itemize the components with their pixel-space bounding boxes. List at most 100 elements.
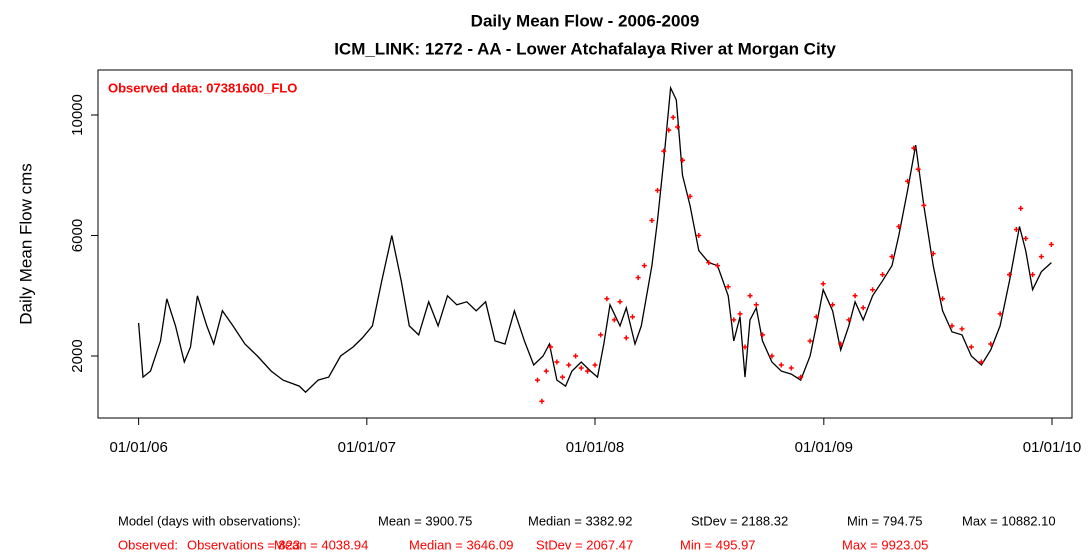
observed-point xyxy=(641,263,647,269)
observed-point xyxy=(830,302,836,308)
observed-point xyxy=(949,323,955,329)
plot-frame xyxy=(97,69,1073,419)
observed-point xyxy=(742,344,748,350)
observed-point xyxy=(1038,254,1044,260)
observed-point xyxy=(930,251,936,257)
observed-stat: Observations = 823 xyxy=(187,537,300,552)
observed-point xyxy=(860,305,866,311)
observed-point xyxy=(534,377,540,383)
observed-point xyxy=(706,260,712,266)
x-tick-label: 01/01/07 xyxy=(338,439,396,456)
observed-point xyxy=(578,365,584,371)
model-stat: Median = 3382.92 xyxy=(528,513,632,528)
observed-point xyxy=(846,317,852,323)
observed-point xyxy=(905,178,911,184)
observed-point xyxy=(680,157,686,163)
observed-point xyxy=(852,293,858,299)
observed-point xyxy=(880,272,886,278)
observed-point xyxy=(725,284,731,290)
observed-point xyxy=(737,311,743,317)
observed-point xyxy=(566,362,572,368)
x-tick-label: 01/01/06 xyxy=(109,439,167,456)
x-tick-label: 01/01/09 xyxy=(795,439,853,456)
observed-point xyxy=(760,332,766,338)
y-tick-label: 6000 xyxy=(69,219,86,252)
observed-point xyxy=(573,353,579,359)
observed-point xyxy=(598,332,604,338)
observed-point xyxy=(889,254,895,260)
observed-point xyxy=(731,317,737,323)
observed-point xyxy=(635,275,641,281)
observed-point xyxy=(539,398,545,404)
observed-point xyxy=(911,145,917,151)
observed-stat: Observed: xyxy=(118,537,178,552)
observed-point xyxy=(543,368,549,374)
y-tick-label: 10000 xyxy=(69,94,86,136)
observed-point xyxy=(1030,272,1036,278)
observed-point xyxy=(611,317,617,323)
observed-point xyxy=(940,296,946,302)
y-tick-label: 2000 xyxy=(69,339,86,372)
y-axis-label: Daily Mean Flow cms xyxy=(16,163,35,325)
observed-point xyxy=(1018,205,1024,211)
observed-point xyxy=(559,374,565,380)
observed-point xyxy=(915,166,921,172)
observed-point xyxy=(838,341,844,347)
observed-point xyxy=(687,193,693,199)
observed-point xyxy=(988,341,994,347)
observed-point xyxy=(548,344,554,350)
chart-title: Daily Mean Flow - 2006-2009 xyxy=(471,11,700,30)
observed-point xyxy=(959,326,965,332)
x-tick-label: 01/01/08 xyxy=(566,439,624,456)
observed-point xyxy=(630,314,636,320)
observed-point xyxy=(788,365,794,371)
x-tick-label: 01/01/10 xyxy=(1023,439,1081,456)
observed-point xyxy=(623,335,629,341)
observed-point xyxy=(592,362,598,368)
observed-point xyxy=(753,302,759,308)
observed-point xyxy=(1013,226,1019,232)
observed-stat: Median = 3646.09 xyxy=(409,537,513,552)
observed-stat: Mean = 4038.94 xyxy=(274,537,368,552)
observed-point xyxy=(666,127,672,133)
observed-point xyxy=(617,299,623,305)
observed-point xyxy=(769,353,775,359)
observed-point xyxy=(921,202,927,208)
chart-subtitle: ICM_LINK: 1272 - AA - Lower Atchafalaya … xyxy=(334,39,836,58)
observed-point xyxy=(655,187,661,193)
model-stat: StDev = 2188.32 xyxy=(691,513,788,528)
observed-point xyxy=(778,362,784,368)
model-stat: Model (days with observations): xyxy=(118,513,301,528)
observed-point xyxy=(604,296,610,302)
observed-point xyxy=(798,374,804,380)
observed-point xyxy=(696,233,702,239)
observed-point xyxy=(813,314,819,320)
observed-point xyxy=(1048,242,1054,248)
observed-point xyxy=(661,148,667,154)
model-line xyxy=(137,85,1052,394)
observed-point xyxy=(807,338,813,344)
observed-stat: StDev = 2067.47 xyxy=(536,537,633,552)
observed-point xyxy=(1023,236,1029,242)
observed-point xyxy=(747,293,753,299)
observed-point xyxy=(968,344,974,350)
observed-point xyxy=(649,217,655,223)
observed-stat: Min = 495.97 xyxy=(680,537,756,552)
observed-stat: Max = 9923.05 xyxy=(842,537,928,552)
observed-point xyxy=(978,359,984,365)
annotation: Observed data: 07381600_FLO xyxy=(108,80,297,95)
model-stat: Mean = 3900.75 xyxy=(378,513,472,528)
observed-point xyxy=(997,311,1003,317)
observed-point xyxy=(1006,272,1012,278)
observed-point xyxy=(896,223,902,229)
model-stat: Min = 794.75 xyxy=(847,513,923,528)
observed-point xyxy=(715,263,721,269)
observed-point xyxy=(870,287,876,293)
model-stat: Max = 10882.10 xyxy=(962,513,1056,528)
observed-point xyxy=(585,368,591,374)
observed-point xyxy=(675,124,681,130)
observed-point xyxy=(820,281,826,287)
observed-point xyxy=(670,114,676,120)
observed-point xyxy=(554,359,560,365)
